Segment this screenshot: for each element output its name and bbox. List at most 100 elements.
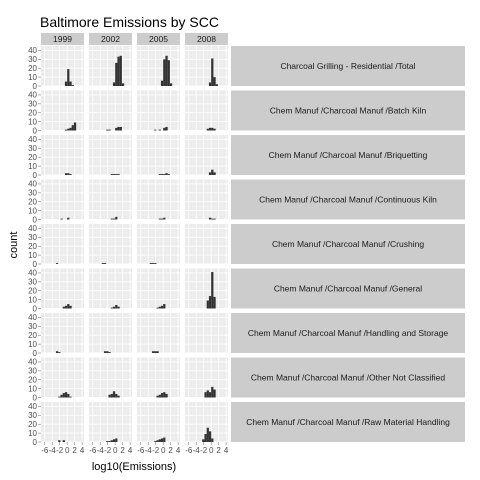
facet-panel-1999-row-7: [41, 313, 84, 354]
y-tick-label: 20: [28, 64, 37, 73]
row-strip: [231, 46, 465, 86]
panel-background: [89, 357, 132, 398]
histogram-bar: [213, 77, 216, 86]
x-tick-label: 4: [176, 446, 181, 455]
facet-panel-2005-row-3: [137, 135, 180, 176]
histogram-bar: [58, 396, 61, 398]
y-tick-label: 0: [33, 82, 38, 91]
row-strip: [231, 357, 465, 398]
histogram-bar: [115, 438, 118, 442]
facet-panel-2005-row-1: [137, 46, 180, 87]
panel-background: [185, 135, 228, 175]
histogram-bar: [154, 129, 157, 131]
histogram-bar: [211, 218, 214, 220]
histogram-bar: [158, 218, 161, 220]
histogram-bar: [55, 351, 59, 353]
histogram-bar: [67, 173, 70, 175]
histogram-bar: [169, 83, 173, 86]
histogram-bar: [163, 174, 166, 175]
histogram-bar: [156, 307, 159, 309]
y-axis-title: count: [8, 232, 20, 259]
histogram-bar: [69, 174, 72, 175]
facet-panel-2008-row-1: [185, 46, 228, 87]
y-tick-label: 40: [28, 46, 37, 55]
column-facet-strips: 1999 2002 2005 2008: [41, 33, 228, 45]
histogram-bar: [67, 128, 70, 131]
facet-panel-2008-row-6: [185, 268, 228, 309]
histogram-bar: [165, 173, 168, 175]
y-tick-label: 20: [28, 198, 37, 207]
histogram-bar: [154, 441, 157, 442]
panel-background: [41, 135, 84, 175]
row-strip-label: Chem Manuf /Charcoal Manuf /Continuous K…: [259, 195, 437, 205]
histogram-bar: [106, 129, 109, 131]
histogram-bar: [165, 393, 168, 398]
facet-panel-2002-row-6: [89, 268, 132, 309]
x-tick-label: 0: [209, 446, 214, 455]
y-tick-label: 10: [28, 429, 37, 438]
histogram-bar: [115, 393, 118, 398]
histogram-bar: [165, 55, 168, 86]
histogram-bar: [160, 80, 164, 86]
x-tick-label: 4: [128, 446, 133, 455]
row-strip-label: Chem Manuf /Charcoal Manuf /Crushing: [272, 239, 424, 249]
row-strip-label: Chem Manuf /Charcoal Manuf /Handling and…: [248, 328, 449, 338]
histogram-bar: [112, 174, 116, 175]
histogram-bar: [163, 304, 166, 309]
histogram-bar: [163, 392, 166, 398]
facet-panel-2008-row-4: [185, 179, 228, 220]
row-strip: [231, 313, 465, 353]
histogram-bar: [112, 306, 116, 309]
panel-background: [185, 46, 228, 86]
panel-background: [137, 313, 180, 353]
facet-panel-2008-row-2: [185, 90, 228, 131]
x-tick-label: 2: [72, 446, 77, 455]
facet-panel-2005-row-2: [137, 90, 180, 131]
histogram-bar: [213, 296, 216, 309]
y-tick-label: 0: [33, 349, 38, 358]
histogram-bar: [108, 441, 111, 442]
row-strip: [231, 135, 465, 175]
histogram-bar: [106, 441, 109, 442]
facet-panel-2005-row-4: [137, 179, 180, 220]
histogram-bar: [206, 128, 209, 131]
facet-panel-1999-row-9: [41, 402, 84, 443]
histogram-bar: [73, 122, 77, 131]
facet-panel-2005-row-7: [137, 313, 180, 354]
y-tick-label: 0: [33, 260, 38, 269]
histogram-bar: [115, 174, 118, 175]
histogram-bar: [58, 352, 61, 353]
histogram-bar: [71, 125, 74, 131]
histogram-bar: [108, 129, 111, 131]
y-tick-label: 30: [28, 100, 37, 109]
panel-background: [41, 46, 84, 86]
y-tick-label: 0: [33, 126, 38, 135]
histogram-bar: [67, 393, 70, 398]
histogram-bar: [64, 173, 68, 175]
histogram-bar: [117, 174, 120, 175]
panel-background: [185, 179, 228, 220]
histogram-bar: [58, 440, 61, 442]
panel-background: [137, 224, 180, 264]
y-tick-label: 10: [28, 162, 37, 171]
y-tick-label: 40: [28, 180, 37, 189]
facet-panels: [41, 46, 228, 443]
y-tick-label: 40: [28, 402, 37, 411]
histogram-bar: [158, 306, 161, 309]
histogram-bar: [211, 272, 214, 309]
column-strip-1999: [41, 33, 84, 45]
y-tick-label: 10: [28, 340, 37, 349]
histogram-bar: [110, 440, 113, 442]
histogram-bar: [149, 263, 152, 264]
histogram-bar: [206, 427, 209, 442]
panel-background: [137, 46, 180, 86]
histogram-bar: [211, 438, 214, 442]
x-tick-label: -2: [104, 446, 112, 455]
y-tick-label: 0: [33, 393, 38, 402]
panel-background: [41, 357, 84, 398]
y-tick-label: 40: [28, 91, 37, 100]
x-tick-label: -6: [137, 446, 145, 455]
histogram-bar: [62, 440, 65, 442]
column-strip-label: 2008: [197, 34, 216, 44]
facet-panel-1999-row-5: [41, 224, 84, 265]
